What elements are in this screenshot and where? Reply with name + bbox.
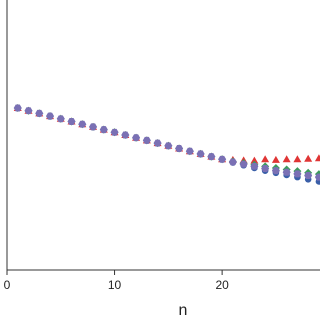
point [67,118,76,125]
point [196,150,205,158]
point [164,142,173,150]
point [271,167,280,175]
x-axis-label: n [179,302,188,319]
point [261,155,270,163]
point [110,128,119,136]
point [239,160,248,168]
point [314,154,320,162]
x-tick-label: 0 [4,278,11,292]
point [261,165,270,172]
point [207,153,216,161]
point [78,120,87,128]
point [282,168,291,176]
point [293,155,302,163]
point [46,112,55,120]
point [304,172,313,179]
point [282,155,291,163]
point [271,155,280,163]
point [175,145,184,152]
point [250,156,259,164]
point [56,115,65,123]
point [13,104,22,112]
point [142,136,151,144]
point [293,170,302,178]
point [121,131,130,139]
point [89,123,98,131]
point [153,139,162,147]
x-tick-label: 10 [108,278,122,292]
point [24,107,33,115]
point [218,155,227,163]
point [228,158,237,166]
point [250,162,259,170]
point [314,173,320,181]
point [185,147,194,155]
point [35,109,44,117]
x-tick-label: 20 [215,278,229,292]
point [132,134,141,142]
point [99,126,108,134]
point [304,154,313,162]
